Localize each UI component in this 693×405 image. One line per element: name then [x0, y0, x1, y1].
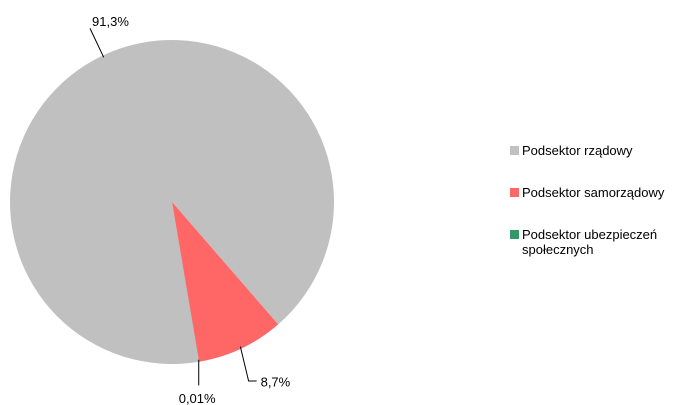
legend-label: Podsektor rządowy: [522, 143, 633, 158]
legend-item: Podsektor ubezpieczeń społecznych: [510, 227, 690, 257]
legend: Podsektor rządowy Podsektor samorządowy Po…: [510, 143, 690, 284]
legend-swatch: [510, 146, 519, 155]
legend-label: Podsektor samorządowy: [522, 185, 665, 200]
legend-item: Podsektor samorządowy: [510, 185, 690, 200]
leader-line: [89, 28, 105, 58]
legend-swatch: [510, 188, 519, 197]
legend-label: Podsektor ubezpieczeń społecznych: [522, 227, 658, 257]
data-label: 8,7%: [261, 374, 291, 389]
data-label: 91,3%: [92, 14, 129, 29]
data-label: 0,01%: [179, 391, 216, 405]
legend-item: Podsektor rządowy: [510, 143, 690, 158]
pie-slice: [10, 40, 335, 365]
pie-slice: [172, 202, 200, 362]
legend-swatch: [510, 230, 519, 239]
pie-slice: [172, 202, 279, 362]
leader-line: [239, 346, 257, 382]
